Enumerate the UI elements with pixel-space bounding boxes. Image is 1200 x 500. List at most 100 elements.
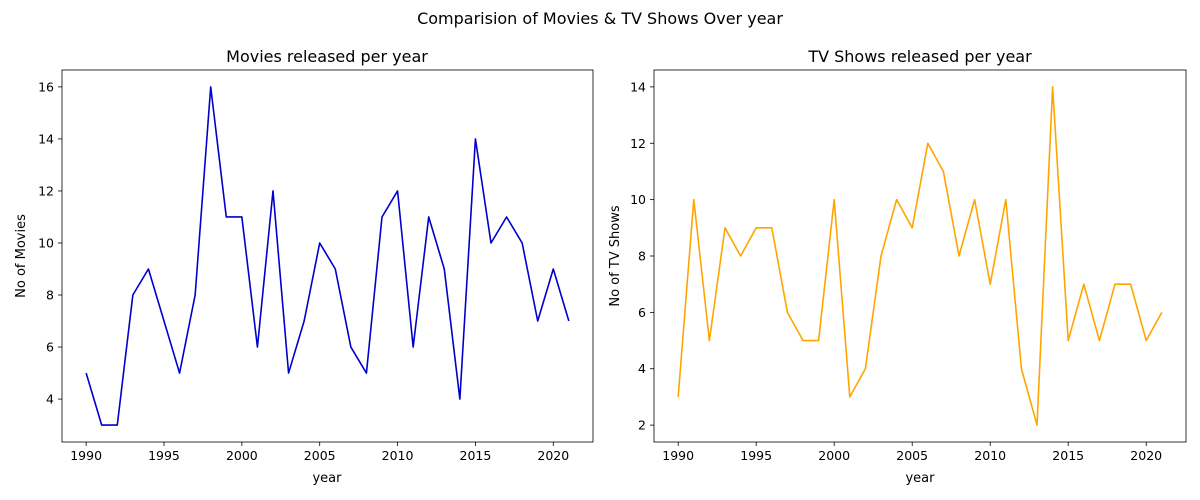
tv-shows-y-tick-label: 2: [638, 418, 646, 433]
movies-y-tick-label: 14: [38, 131, 54, 146]
tv-shows-data-point: [1113, 282, 1118, 287]
movies-y-tick-label: 16: [38, 79, 54, 94]
tv-shows-data-point: [1050, 84, 1055, 89]
tv-shows-data-point: [1003, 197, 1008, 202]
tv-shows-data-point: [832, 197, 837, 202]
tv-shows-data-point: [1144, 338, 1149, 343]
movies-data-point: [302, 319, 307, 324]
movies-chart-title: Movies released per year: [226, 47, 428, 66]
movies-x-tick-label: 2005: [304, 448, 336, 463]
movies-data-point: [193, 293, 198, 298]
tv-shows-data-point: [894, 197, 899, 202]
movies-data-point: [520, 240, 525, 245]
tv-shows-data-point: [1019, 366, 1024, 371]
movies-data-point: [566, 319, 571, 324]
tv-shows-data-point: [722, 225, 727, 230]
movies-data-point: [255, 345, 260, 350]
tv-shows-series-line: [677, 86, 1163, 426]
movies-data-point: [130, 293, 135, 298]
movies-data-point: [551, 267, 556, 272]
tv-shows-data-point: [957, 254, 962, 259]
movies-y-tick-label: 4: [46, 392, 54, 407]
tv-shows-data-point: [816, 338, 821, 343]
movies-data-point: [224, 214, 229, 219]
movies-x-tick-label: 2015: [460, 448, 492, 463]
movies-x-axis-label: year: [312, 471, 342, 486]
tv-shows-x-tick-label: 2015: [1052, 448, 1084, 463]
tv-shows-data-point: [863, 366, 868, 371]
movies-x-tick-label: 2000: [226, 448, 258, 463]
movies-axes-frame: [61, 69, 594, 443]
tv-shows-data-point: [785, 310, 790, 315]
movies-data-point: [457, 397, 462, 402]
movies-data-point: [271, 188, 276, 193]
tv-shows-x-tick-label: 2005: [896, 448, 928, 463]
movies-data-point: [208, 84, 213, 89]
tv-shows-x-tick-label: 2000: [818, 448, 850, 463]
figure-title: Comparision of Movies & TV Shows Over ye…: [417, 9, 783, 28]
movies-data-point: [395, 188, 400, 193]
movies-y-tick-label: 12: [38, 183, 54, 198]
movies-x-tick-label: 1990: [70, 448, 102, 463]
tv-shows-chart-title: TV Shows released per year: [807, 47, 1032, 66]
tv-shows-data-point: [769, 225, 774, 230]
movies-data-point: [535, 319, 540, 324]
tv-shows-chart-panel: TV Shows released per year year No of TV…: [608, 47, 1187, 486]
movies-data-point: [99, 423, 104, 428]
movies-data-point: [146, 267, 151, 272]
movies-data-point: [348, 345, 353, 350]
movies-data-point: [380, 214, 385, 219]
movies-data-point: [426, 214, 431, 219]
movies-data-point: [162, 319, 167, 324]
movies-data-point: [177, 371, 182, 376]
tv-shows-y-tick-label: 4: [638, 361, 646, 376]
movies-x-tick-label: 2020: [537, 448, 569, 463]
tv-shows-x-axis-label: year: [905, 471, 935, 486]
movies-x-tick-label: 2010: [382, 448, 414, 463]
movies-y-tick-label: 6: [46, 340, 54, 355]
movies-data-point: [504, 214, 509, 219]
tv-shows-data-point: [972, 197, 977, 202]
tv-shows-data-point: [925, 141, 930, 146]
tv-shows-data-point: [691, 197, 696, 202]
tv-shows-data-point: [1066, 338, 1071, 343]
movies-series-line: [85, 86, 570, 426]
movies-data-point: [442, 267, 447, 272]
tv-shows-y-tick-label: 6: [638, 305, 646, 320]
movies-x-tick-label: 1995: [148, 448, 180, 463]
movies-y-tick-label: 10: [38, 235, 54, 250]
tv-shows-data-point: [847, 394, 852, 399]
tv-shows-data-point: [1097, 338, 1102, 343]
tv-shows-data-point: [1128, 282, 1133, 287]
movies-data-point: [489, 240, 494, 245]
tv-shows-axes-frame: [653, 69, 1187, 443]
tv-shows-y-tick-label: 10: [630, 192, 646, 207]
tv-shows-data-point: [707, 338, 712, 343]
tv-shows-x-tick-label: 1995: [740, 448, 772, 463]
movies-data-point: [239, 214, 244, 219]
movies-y-axis-label: No of Movies: [14, 214, 29, 298]
tv-shows-y-tick-label: 8: [638, 249, 646, 264]
tv-shows-data-point: [1035, 423, 1040, 428]
tv-shows-x-tick-label: 2010: [974, 448, 1006, 463]
movies-y-tick-label: 8: [46, 288, 54, 303]
tv-shows-data-point: [754, 225, 759, 230]
tv-shows-data-point: [738, 254, 743, 259]
movies-data-point: [317, 240, 322, 245]
tv-shows-data-point: [1159, 310, 1164, 315]
tv-shows-data-point: [800, 338, 805, 343]
tv-shows-x-tick-label: 2020: [1130, 448, 1162, 463]
tv-shows-data-point: [988, 282, 993, 287]
movies-data-point: [364, 371, 369, 376]
movies-chart-panel: Movies released per year year No of Movi…: [14, 47, 594, 486]
movies-data-point: [411, 345, 416, 350]
tv-shows-y-tick-label: 14: [630, 79, 646, 94]
movies-data-point: [115, 423, 120, 428]
tv-shows-data-point: [941, 169, 946, 174]
tv-shows-data-point: [879, 254, 884, 259]
movies-data-point: [333, 267, 338, 272]
tv-shows-y-axis-label: No of TV Shows: [608, 205, 623, 307]
tv-shows-data-point: [676, 394, 681, 399]
